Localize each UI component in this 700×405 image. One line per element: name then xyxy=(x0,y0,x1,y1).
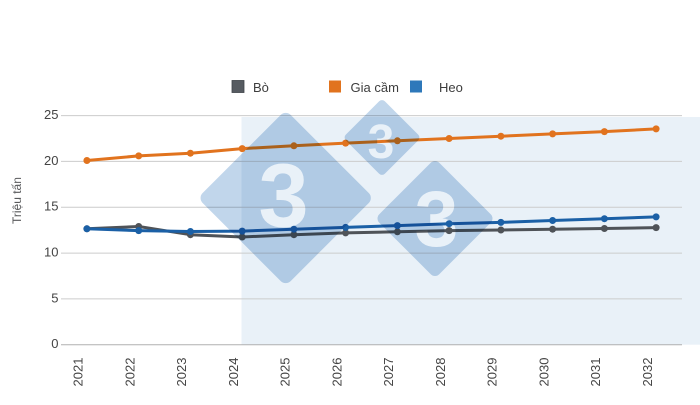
svg-text:Triệu tấn: Triệu tấn xyxy=(10,177,24,224)
svg-text:2031: 2031 xyxy=(588,358,603,387)
svg-text:2027: 2027 xyxy=(381,358,396,387)
svg-text:Bò: Bò xyxy=(253,80,269,95)
svg-text:Heo: Heo xyxy=(439,80,463,95)
svg-text:2021: 2021 xyxy=(71,358,86,387)
svg-text:2023: 2023 xyxy=(174,358,189,387)
svg-text:20: 20 xyxy=(44,153,58,168)
svg-text:2025: 2025 xyxy=(278,358,293,387)
svg-text:2032: 2032 xyxy=(640,358,655,387)
svg-text:2029: 2029 xyxy=(485,358,500,387)
svg-text:5: 5 xyxy=(51,290,58,305)
svg-text:Gia cầm: Gia cầm xyxy=(351,80,399,95)
svg-text:2024: 2024 xyxy=(226,358,241,387)
svg-text:15: 15 xyxy=(44,199,58,214)
svg-text:0: 0 xyxy=(51,336,58,351)
svg-text:2030: 2030 xyxy=(536,358,551,387)
svg-text:2026: 2026 xyxy=(329,358,344,387)
svg-text:2022: 2022 xyxy=(122,358,137,387)
svg-text:3: 3 xyxy=(415,174,459,263)
svg-text:25: 25 xyxy=(44,107,58,122)
svg-text:3: 3 xyxy=(368,116,395,169)
svg-text:2028: 2028 xyxy=(433,358,448,387)
svg-text:3: 3 xyxy=(258,147,308,247)
svg-text:10: 10 xyxy=(44,245,58,260)
